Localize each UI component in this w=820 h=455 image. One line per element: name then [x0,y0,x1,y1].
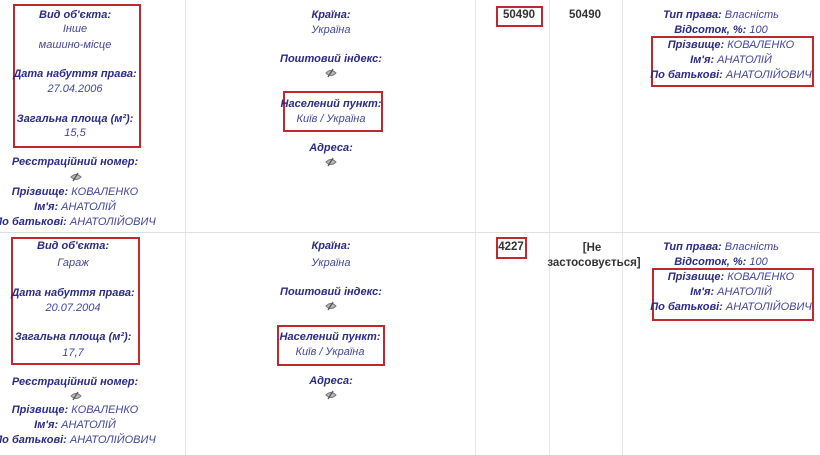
owner-name-value: АНАТОЛІЙ [717,54,772,66]
acq-date-value: 27.04.2006 [47,83,103,95]
area-value: 15,5 [64,127,86,139]
hidden-data-icon [325,68,337,78]
cost-acquisition: 4227 [498,241,524,253]
owner-surname-label: Прізвище: [667,271,725,283]
right-type-value: Власність [724,241,779,253]
patronymic-label: По батькові: [0,434,67,446]
cost-acquisition: 50490 [503,9,535,21]
name-value: АНАТОЛІЙ [61,419,116,431]
object-type-value: Інше [62,23,88,35]
column-divider [622,0,623,455]
right-type-value: Власність [724,9,779,21]
reg-number-label: Реєстраційний номер: [11,156,139,168]
surname-value: КОВАЛЕНКО [71,404,139,416]
area-value: 17,7 [62,347,84,359]
acq-date-label: Дата набуття права: [11,287,135,299]
highlight-box [13,4,141,148]
column-divider [185,0,186,455]
hidden-data-icon [325,390,337,400]
highlight-box [283,91,383,132]
owner-patronymic-label: По батькові: [650,301,723,313]
postcode-label: Поштовий індекс: [280,53,382,65]
share-label: Відсоток, %: [674,256,747,268]
acq-date-label: Дата набуття права: [13,68,137,80]
locality-label: Населений пункт: [280,98,382,110]
country-label: Країна: [311,9,351,21]
surname-value: КОВАЛЕНКО [71,186,139,198]
row-divider [0,232,820,233]
area-label: Загальна площа (м²): [16,113,134,125]
share-label: Відсоток, %: [674,24,747,36]
object-type-label: Вид об'єкта: [39,9,111,21]
highlight-box [11,237,140,365]
name-value: АНАТОЛІЙ [61,201,116,213]
object-type-value: Гараж [57,257,89,269]
acq-date-value: 20.07.2004 [45,302,101,314]
share-value: 100 [749,24,768,36]
surname-label: Прізвище: [11,404,69,416]
address-label: Адреса: [309,375,353,387]
owner-patronymic-value: АНАТОЛІЙОВИЧ [725,301,812,313]
object-type-label: Вид об'єкта: [37,240,109,252]
name-label: Ім'я: [34,419,59,431]
owner-name-value: АНАТОЛІЙ [717,286,772,298]
highlight-box [652,268,814,321]
owner-surname-label: Прізвище: [667,39,725,51]
object-subtype-value: машино-місце [38,39,112,51]
owner-patronymic-value: АНАТОЛІЙОВИЧ [725,69,812,81]
patronymic-value: АНАТОЛІЙОВИЧ [69,434,156,446]
hidden-data-icon [325,157,337,167]
locality-label: Населений пункт: [279,331,381,343]
hidden-data-icon [70,391,82,401]
owner-surname-value: КОВАЛЕНКО [727,39,795,51]
name-label: Ім'я: [34,201,59,213]
patronymic-label: По батькові: [0,216,67,228]
address-label: Адреса: [309,142,353,154]
right-type-label: Тип права: [663,241,722,253]
area-label: Загальна площа (м²): [14,331,132,343]
owner-surname-value: КОВАЛЕНКО [727,271,795,283]
locality-value: Київ / Україна [296,113,366,125]
reg-number-label: Реєстраційний номер: [11,376,139,388]
country-value: Україна [311,24,351,36]
country-label: Країна: [311,240,351,252]
cost-current: 50490 [569,9,601,21]
cost-current: застосовується] [547,257,641,269]
postcode-label: Поштовий індекс: [280,286,382,298]
country-value: Україна [311,257,351,269]
column-divider [549,0,550,455]
column-divider [475,0,476,455]
owner-patronymic-label: По батькові: [650,69,723,81]
highlight-box [496,237,527,259]
owner-name-label: Ім'я: [690,54,715,66]
hidden-data-icon [325,301,337,311]
owner-name-label: Ім'я: [690,286,715,298]
highlight-box [496,6,543,27]
right-type-label: Тип права: [663,9,722,21]
hidden-data-icon [70,172,82,182]
locality-value: Київ / Україна [295,346,365,358]
surname-label: Прізвище: [11,186,69,198]
share-value: 100 [749,256,768,268]
highlight-box [277,325,385,366]
cost-current: [Не [582,242,602,254]
patronymic-value: АНАТОЛІЙОВИЧ [69,216,156,228]
highlight-box [651,36,814,87]
